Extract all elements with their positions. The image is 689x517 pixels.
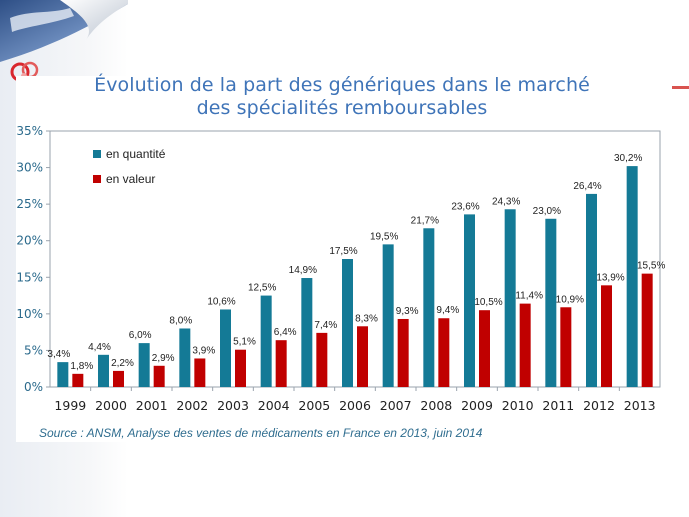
plot-frame xyxy=(49,130,661,388)
x-tick-label: 2001 xyxy=(136,398,168,413)
bar-quantity xyxy=(260,295,272,387)
bar-quantity xyxy=(57,362,69,387)
x-tick-label: 2008 xyxy=(420,398,452,413)
y-tick-label: 5% xyxy=(24,343,43,357)
bar-value xyxy=(641,273,653,387)
y-tick-label: 20% xyxy=(16,234,43,248)
chart-axes: 0% 5% 10% 15% 20% 25% 30% 35% 1999 2000 2001 2002 20… xyxy=(16,124,661,413)
y-tick-label: 30% xyxy=(16,161,43,175)
bar-value xyxy=(601,285,612,387)
x-tick-label: 2000 xyxy=(95,398,127,413)
decorative-corner-image xyxy=(0,0,128,62)
chart-title-line-1: Évolution de la part des génériques dans… xyxy=(94,74,590,96)
value-label-value: 10,5% xyxy=(474,297,502,308)
y-tick-label: 25% xyxy=(16,197,43,211)
bar-quantity xyxy=(504,209,516,387)
bar-value xyxy=(316,332,328,387)
x-tick-label: 2002 xyxy=(176,398,208,413)
value-label-value: 13,9% xyxy=(596,272,624,283)
bar-quantity xyxy=(626,166,638,387)
value-label-quantity: 3,4% xyxy=(47,349,70,360)
x-tick-label: 2006 xyxy=(339,398,371,413)
bar-quantity xyxy=(138,343,150,387)
value-label-value: 9,3% xyxy=(396,306,419,317)
value-label-quantity: 14,9% xyxy=(289,265,317,276)
value-label-value: 6,4% xyxy=(274,327,297,338)
value-label-value: 11,4% xyxy=(515,291,543,302)
value-label-value: 2,9% xyxy=(152,353,175,364)
bar-quantity xyxy=(342,259,353,387)
value-label-quantity: 12,5% xyxy=(248,283,276,294)
chart-title-line-2: des spécialités remboursables xyxy=(196,97,488,119)
bar-value xyxy=(275,340,287,387)
bar-quantity xyxy=(586,193,597,387)
value-label-value: 15,5% xyxy=(637,261,665,272)
source-note: Source : ANSM, Analyse des ventes de méd… xyxy=(39,426,483,440)
value-label-value: 10,9% xyxy=(556,294,584,305)
value-label-quantity: 23,0% xyxy=(533,206,561,217)
chart-legend: en quantité en valeur xyxy=(93,147,166,186)
x-tick-label: 2007 xyxy=(380,398,412,413)
value-label-quantity: 24,3% xyxy=(492,196,520,207)
bar-value xyxy=(194,358,206,387)
value-label-value: 3,9% xyxy=(192,345,215,356)
legend-swatch-value xyxy=(93,175,101,183)
bar-quantity xyxy=(98,354,109,387)
bar-value xyxy=(560,307,572,387)
value-label-value: 5,1% xyxy=(233,337,256,348)
value-label-quantity: 30,2% xyxy=(614,153,642,164)
x-tick-label: 2011 xyxy=(542,398,574,413)
value-label-quantity: 6,0% xyxy=(129,330,152,341)
bar-quantity xyxy=(382,244,394,387)
chart-value-labels: 3,4%1,8% 4,4%2,2% 6,0% 2,9% 8,0% 3,9% 10,6% 5,1… xyxy=(47,153,665,372)
x-tick-label: 2012 xyxy=(583,398,615,413)
bar-value xyxy=(72,373,84,387)
x-tick-label: 2004 xyxy=(258,398,290,413)
decorative-red-dash xyxy=(672,86,689,89)
x-tick-label: 2003 xyxy=(217,398,249,413)
chart-bars xyxy=(57,166,653,387)
legend-swatch-quantity xyxy=(93,150,101,158)
value-label-value: 8,3% xyxy=(355,313,378,324)
legend-label-quantity: en quantité xyxy=(106,147,166,161)
value-label-quantity: 23,6% xyxy=(451,201,479,212)
value-label-value: 9,4% xyxy=(436,305,459,316)
bar-value xyxy=(113,370,124,387)
x-tick-label: 2005 xyxy=(298,398,330,413)
value-label-quantity: 10,6% xyxy=(207,296,235,307)
bar-quantity xyxy=(464,214,475,387)
bar-value xyxy=(438,318,450,387)
y-tick-label: 35% xyxy=(16,124,43,138)
x-tick-label: 1999 xyxy=(54,398,86,413)
bar-value xyxy=(519,303,531,387)
value-label-quantity: 19,5% xyxy=(370,231,398,242)
bar-value xyxy=(357,326,368,387)
value-label-quantity: 26,4% xyxy=(573,181,601,192)
y-tick-label: 10% xyxy=(16,307,43,321)
bar-quantity xyxy=(423,228,435,387)
bar-quantity xyxy=(220,309,231,387)
value-label-quantity: 8,0% xyxy=(169,315,192,326)
x-tick-label: 2009 xyxy=(461,398,493,413)
bar-quantity xyxy=(179,328,191,387)
y-tick-label: 15% xyxy=(16,270,43,284)
legend-label-value: en valeur xyxy=(106,172,155,186)
value-label-value: 7,4% xyxy=(314,320,337,331)
y-tick-label: 0% xyxy=(24,380,43,394)
value-label-quantity: 17,5% xyxy=(329,246,357,257)
value-label-value: 2,2% xyxy=(111,358,134,369)
bar-value xyxy=(397,318,409,387)
value-label-value: 1,8% xyxy=(70,361,93,372)
bar-quantity xyxy=(301,278,313,387)
bar-quantity xyxy=(545,218,557,387)
bar-value xyxy=(153,365,165,387)
bar-value xyxy=(235,349,246,387)
value-label-quantity: 21,7% xyxy=(411,215,439,226)
bar-value xyxy=(479,310,490,387)
x-tick-label: 2013 xyxy=(624,398,656,413)
x-tick-label: 2010 xyxy=(502,398,534,413)
value-label-quantity: 4,4% xyxy=(88,342,111,353)
